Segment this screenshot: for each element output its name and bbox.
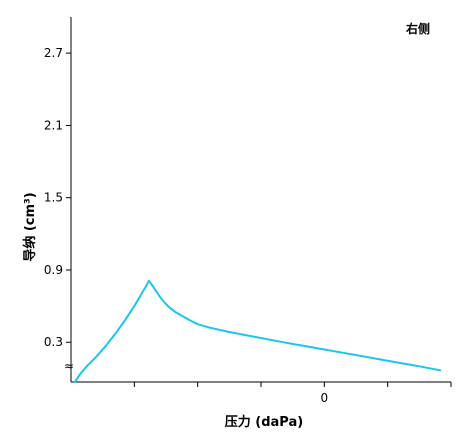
- axis-break-icon: ≈: [64, 359, 74, 373]
- y-tick-label: 2.7: [44, 46, 63, 60]
- y-tick-label: 1.5: [44, 191, 63, 205]
- y-tick-label: 0.9: [44, 263, 63, 277]
- series-layer: [73, 279, 442, 383]
- y-tick-label: 2.1: [44, 118, 63, 132]
- x-tick-label: 0: [321, 391, 329, 405]
- y-tick-label: 0.3: [44, 335, 63, 349]
- x-axis-title: 压力 (daPa): [225, 414, 303, 430]
- labels-layer: 0.3 0.9 1.5 2.1 2.7 ≈0: [44, 46, 328, 405]
- ear-side-label: 右侧: [405, 21, 430, 36]
- y-axis-title: 导纳 (cm³): [22, 192, 38, 261]
- axes-layer: [66, 17, 452, 387]
- admittance-curve: [73, 279, 442, 383]
